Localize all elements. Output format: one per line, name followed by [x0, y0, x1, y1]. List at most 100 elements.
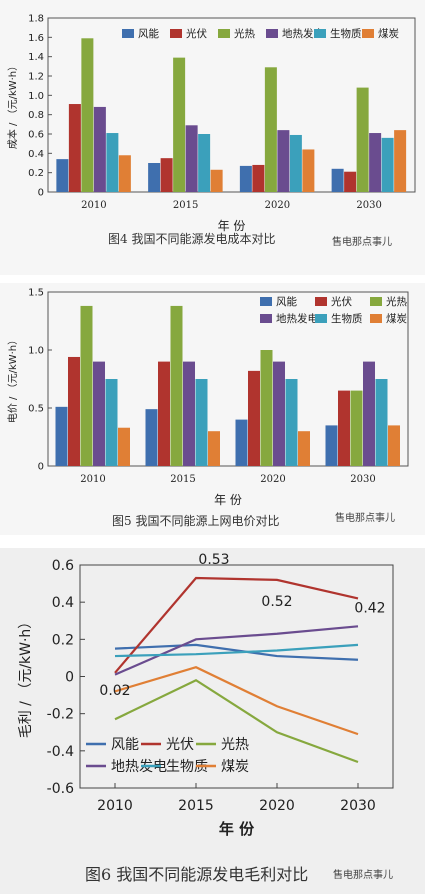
x-tick-label: 2030 — [350, 474, 375, 485]
x-tick-label: 2010 — [97, 798, 133, 814]
bar-光热-2015 — [170, 305, 183, 466]
bar-地热发电-2020 — [277, 130, 290, 192]
y-axis-label: 电价 / （元/kW·h） — [6, 335, 19, 423]
legend-label-光伏: 光伏 — [186, 27, 207, 40]
line-煤炭 — [114, 666, 359, 736]
bar-生物质-2015 — [198, 134, 211, 192]
price-chart-panel: 0 0.5 1.0 1.5 2010 2015 2020 2030 年 份 电价 / （元/kW·… — [0, 283, 425, 535]
price-bar-chart: 0 0.5 1.0 1.5 2010 2015 2020 2030 年 份 电价 / （元/kW·… — [6, 288, 409, 528]
bar-生物质-2010 — [106, 133, 119, 192]
bar-风能-2020 — [239, 165, 252, 192]
y-tick-label: 0.6 — [52, 558, 74, 574]
legend-label-光热: 光热 — [386, 295, 407, 308]
y-tick-label: 1.2 — [28, 72, 44, 83]
bar-地热发电-2010 — [93, 106, 106, 192]
x-tick-label: 2015 — [173, 200, 198, 211]
legend-label-风能: 风能 — [111, 737, 139, 753]
x-tick-label: 2010 — [80, 474, 105, 485]
bar-煤炭-2010 — [118, 427, 130, 466]
plot-frame — [47, 17, 416, 193]
x-tick-label: 2030 — [356, 200, 381, 211]
y-tick-label: 0.2 — [28, 168, 44, 179]
legend-label-光伏: 光伏 — [331, 295, 352, 308]
legend-swatch-光热 — [218, 29, 230, 38]
legend-label-风能: 风能 — [138, 27, 159, 40]
figure-caption: 图4 我国不同能源发电成本对比 — [108, 231, 275, 246]
x-tick-label: 2020 — [265, 200, 290, 211]
y-tick-label: 0.2 — [52, 632, 74, 648]
bar-光热-2010 — [81, 38, 94, 192]
bar-煤炭-2030 — [394, 130, 407, 192]
bar-生物质-2030 — [381, 137, 394, 192]
bar-地热发电-2015 — [183, 361, 195, 466]
legend-label-光伏: 光伏 — [166, 737, 194, 753]
legend-label-生物质: 生物质 — [166, 759, 208, 775]
legend-label-生物质: 生物质 — [331, 312, 363, 325]
y-tick-label: 1.4 — [28, 52, 44, 63]
y-tick-label: -0.2 — [47, 707, 74, 723]
bar-光热-2030 — [350, 390, 363, 466]
bar-光热-2020 — [260, 350, 273, 466]
bar-光热-2010 — [80, 305, 93, 466]
bar-煤炭-2010 — [118, 155, 131, 192]
line-光热 — [114, 678, 359, 764]
y-tick-label: 0.6 — [28, 130, 44, 141]
bar-风能-2020 — [235, 419, 248, 466]
legend-label-煤炭: 煤炭 — [386, 312, 407, 325]
y-tick-label: 0 — [65, 670, 74, 686]
bar-风能-2030 — [331, 168, 344, 192]
bar-地热发电-2020 — [273, 361, 285, 466]
x-tick-label: 2020 — [260, 474, 285, 485]
watermark-text: 售电那点事儿 — [333, 868, 393, 881]
bar-煤炭-2020 — [302, 149, 315, 192]
legend-label-光热: 光热 — [234, 27, 255, 40]
margin-line-chart: -0.6 -0.4 -0.2 0 0.2 0.4 0.6 2010 2015 2020 2030 0.… — [18, 552, 394, 884]
legend-label-生物质: 生物质 — [330, 27, 362, 40]
bar-风能-2015 — [148, 163, 161, 192]
y-tick-label: 0.8 — [28, 110, 44, 121]
y-tick-label: -0.6 — [47, 781, 74, 797]
bar-地热发电-2030 — [363, 361, 375, 466]
cost-bar-chart: 0 0.2 0.4 0.6 0.8 1.0 1.2 1.4 1.6 1.8 2010 2015 2020… — [6, 14, 416, 248]
y-tick-label: 0 — [38, 188, 44, 199]
legend-label-煤炭: 煤炭 — [221, 759, 249, 775]
y-tick-label: 1.8 — [28, 14, 44, 25]
y-tick-label: 1.0 — [28, 346, 44, 357]
y-tick-label: 1.6 — [28, 33, 44, 44]
legend-label-地热发电: 地热发电 — [111, 759, 167, 775]
line-生物质 — [114, 643, 359, 658]
x-axis-label: 年 份 — [219, 820, 255, 838]
bar-光伏-2015 — [158, 361, 170, 466]
y-tick-label: 0 — [38, 462, 44, 473]
bar-煤炭-2030 — [388, 425, 400, 466]
bar-煤炭-2015 — [208, 431, 220, 466]
plot-frame — [47, 291, 409, 467]
bar-地热发电-2015 — [185, 125, 198, 192]
bar-风能-2015 — [145, 409, 158, 466]
x-tick-label: 2030 — [340, 798, 376, 814]
margin-chart-panel: -0.6 -0.4 -0.2 0 0.2 0.4 0.6 2010 2015 2020 2030 0.… — [0, 548, 425, 894]
watermark-text: 售电那点事儿 — [332, 235, 392, 248]
data-label-2030: 0.42 — [354, 600, 385, 616]
y-tick-label: 0.4 — [52, 595, 74, 611]
line-地热发电 — [114, 625, 359, 676]
y-tick-label: 0.4 — [28, 149, 44, 160]
bar-光热-2015 — [173, 57, 186, 193]
line-光伏 — [114, 576, 359, 674]
y-axis-label: 毛利 / （元/kW·h） — [18, 615, 34, 739]
bar-风能-2030 — [325, 425, 338, 466]
legend-label-煤炭: 煤炭 — [378, 27, 399, 40]
bar-光伏-2030 — [338, 390, 350, 466]
bar-光伏-2030 — [344, 171, 357, 192]
bar-地热发电-2010 — [93, 361, 105, 466]
legend-label-地热发电: 地热发电 — [282, 27, 324, 40]
bar-光伏-2020 — [248, 370, 260, 466]
y-axis-label: 成本 / （元/kW·h） — [6, 61, 19, 149]
legend-swatch-煤炭 — [370, 314, 382, 323]
data-label-2010: 0.02 — [99, 683, 130, 699]
legend-swatch-光伏 — [170, 29, 182, 38]
bar-煤炭-2020 — [298, 431, 310, 466]
legend-swatch-生物质 — [315, 314, 327, 323]
cost-chart-panel: 0 0.2 0.4 0.6 0.8 1.0 1.2 1.4 1.6 1.8 2010 2015 2020… — [0, 0, 425, 275]
bar-生物质-2015 — [195, 379, 208, 466]
